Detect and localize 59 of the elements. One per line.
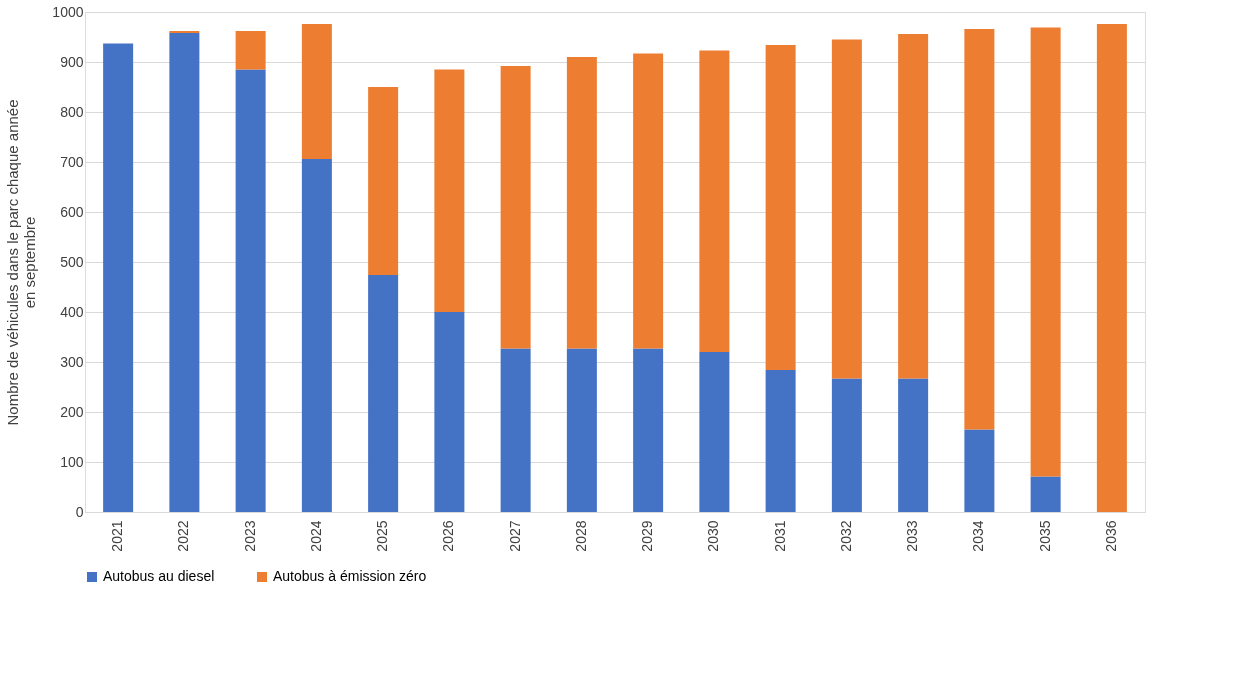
bar [434,312,465,512]
bar [964,29,995,430]
x-tick-label: 2028 [572,520,589,552]
bar [169,33,200,512]
legend-label: Autobus à émission zéro [273,568,427,584]
y-tick-label: 200 [60,403,84,420]
legend-label: Autobus au diesel [103,568,215,584]
y-tick-label: 500 [60,253,84,270]
y-tick-label: 800 [60,103,84,120]
bar [103,43,134,512]
y-axis-title: Nombre de véhicules dans le parc chaque année en septembre [4,99,39,426]
bar [699,50,730,352]
bar [699,352,730,512]
x-tick-label: 2031 [771,520,788,552]
bar [301,24,332,159]
bar [434,69,465,312]
bar [964,429,995,512]
y-tick-label: 900 [60,53,84,70]
y-tick-label: 100 [60,453,84,470]
x-tick-label: 2025 [374,520,391,552]
bar [235,31,266,70]
x-tick-label: 2022 [175,520,192,552]
y-tick-label: 0 [75,503,84,520]
y-tick-label: 400 [60,303,84,320]
bar [1030,476,1061,512]
bar [898,34,929,379]
x-tick-label: 2030 [705,520,722,552]
bar [566,57,597,349]
bar [831,378,862,512]
bar [368,275,399,512]
bar [633,348,664,512]
x-tick-label: 2027 [506,520,523,552]
bar [500,66,531,349]
bar [898,378,929,512]
x-tick-label: 2023 [241,520,258,552]
bar [500,348,531,512]
x-tick-label: 2036 [1102,520,1119,552]
bar [1030,27,1061,477]
y-tick-label: 700 [60,153,84,170]
bar [235,69,266,512]
bar [301,159,332,512]
bar [566,348,597,512]
x-tick-label: 2024 [307,520,324,552]
x-tick-label: 2026 [440,520,457,552]
bar [831,39,862,379]
x-tick-label: 2029 [639,520,656,552]
x-tick-label: 2035 [1036,520,1053,552]
x-tick-label: 2033 [904,520,921,552]
bar [765,370,796,512]
x-tick-label: 2032 [837,520,854,552]
bar [1096,24,1127,512]
y-tick-label: 300 [60,353,84,370]
bar [765,45,796,370]
x-tick-label: 2021 [109,520,126,552]
bar [368,87,399,275]
bar [633,53,664,349]
y-tick-label: 600 [60,203,84,220]
x-tick-label: 2034 [970,520,987,552]
y-tick-label: 1000 [52,3,84,20]
